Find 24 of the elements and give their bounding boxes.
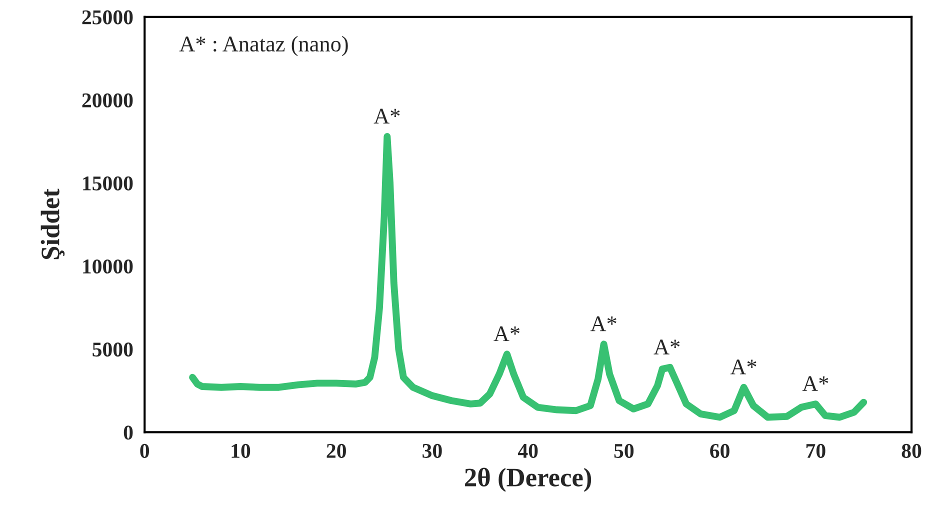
x-tick-label: 60 <box>710 444 730 458</box>
x-tick-label: 0 <box>140 444 150 458</box>
x-axis-title: 2θ (Derece) <box>465 468 592 492</box>
y-axis-title: Şiddet <box>40 188 65 260</box>
y-tick-label: 10000 <box>83 259 133 274</box>
annotation: A* <box>590 316 616 332</box>
x-tick-label: 50 <box>614 444 634 458</box>
x-tick-label: 70 <box>806 444 826 458</box>
x-tick-label: 20 <box>326 444 346 458</box>
x-tick-label: 40 <box>518 444 538 458</box>
annotation: A* <box>802 376 828 391</box>
annotation: A* : Anataz (nano) <box>179 36 348 56</box>
y-tick-label: 25000 <box>82 10 133 24</box>
x-tick-label: 80 <box>902 444 922 458</box>
y-tick-label: 15000 <box>83 176 133 190</box>
x-tick-label: 30 <box>422 444 442 458</box>
annotation: A* <box>654 340 680 354</box>
x-tick-label: 10 <box>232 444 250 458</box>
y-tick-label: 0 <box>124 426 133 440</box>
annotation: A* <box>730 360 756 374</box>
y-tick-label: 20000 <box>82 93 133 108</box>
annotation: A* <box>494 326 520 342</box>
annotation: A* <box>374 108 400 124</box>
y-tick-label: 5000 <box>92 342 133 357</box>
